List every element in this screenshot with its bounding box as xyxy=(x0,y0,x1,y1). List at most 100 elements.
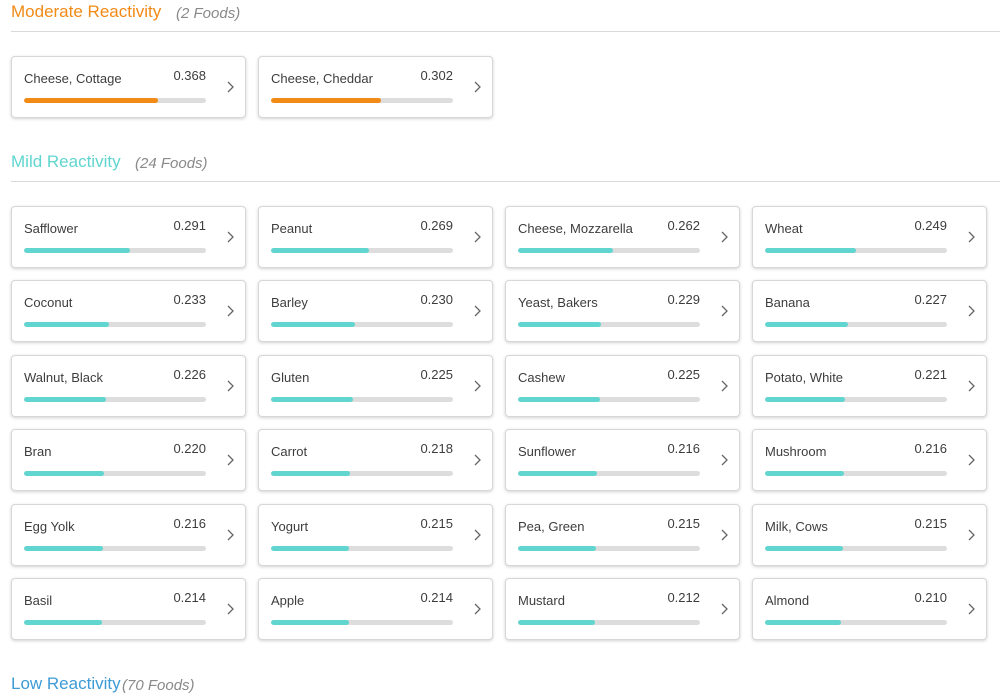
section-header: Mild Reactivity (24 Foods) xyxy=(11,152,1000,182)
food-card[interactable]: Carrot 0.218 xyxy=(258,429,493,491)
chevron-right-icon[interactable] xyxy=(226,230,235,244)
reactivity-bar-fill xyxy=(518,322,602,327)
food-card[interactable]: Safflower 0.291 xyxy=(11,206,246,268)
reactivity-score: 0.214 xyxy=(420,590,453,605)
food-card[interactable]: Bran 0.220 xyxy=(11,429,246,491)
food-name: Cheese, Cheddar xyxy=(271,71,373,86)
reactivity-bar-fill xyxy=(518,546,597,551)
food-name: Egg Yolk xyxy=(24,519,75,534)
food-card[interactable]: Yeast, Bakers 0.229 xyxy=(505,280,740,342)
food-card[interactable]: Potato, White 0.221 xyxy=(752,355,987,417)
reactivity-score: 0.226 xyxy=(173,367,206,382)
reactivity-bar-fill xyxy=(24,248,130,253)
chevron-right-icon[interactable] xyxy=(720,453,729,467)
food-name: Banana xyxy=(765,295,810,310)
reactivity-bar-fill xyxy=(765,248,856,253)
reactivity-bar xyxy=(24,471,206,476)
reactivity-bar xyxy=(518,397,700,402)
food-card[interactable]: Wheat 0.249 xyxy=(752,206,987,268)
chevron-right-icon[interactable] xyxy=(720,528,729,542)
chevron-right-icon[interactable] xyxy=(967,602,976,616)
reactivity-score: 0.221 xyxy=(914,367,947,382)
chevron-right-icon[interactable] xyxy=(967,528,976,542)
food-card[interactable]: Cashew 0.225 xyxy=(505,355,740,417)
chevron-right-icon[interactable] xyxy=(720,304,729,318)
section-moderate-reactivity: Moderate Reactivity (2 Foods) xyxy=(0,2,1000,32)
food-name: Apple xyxy=(271,593,305,608)
reactivity-bar-fill xyxy=(271,471,351,476)
food-name: Milk, Cows xyxy=(765,519,828,534)
reactivity-score: 0.218 xyxy=(420,441,453,456)
chevron-right-icon[interactable] xyxy=(720,602,729,616)
chevron-right-icon[interactable] xyxy=(720,379,729,393)
food-card[interactable]: Egg Yolk 0.216 xyxy=(11,504,246,566)
reactivity-bar-fill xyxy=(765,471,844,476)
reactivity-bar xyxy=(24,397,206,402)
food-name: Bran xyxy=(24,444,52,459)
chevron-right-icon[interactable] xyxy=(226,379,235,393)
chevron-right-icon[interactable] xyxy=(473,230,482,244)
chevron-right-icon[interactable] xyxy=(226,80,235,94)
food-name: Cheese, Cottage xyxy=(24,71,122,86)
chevron-right-icon[interactable] xyxy=(473,80,482,94)
food-card[interactable]: Apple 0.214 xyxy=(258,578,493,640)
food-card[interactable]: Banana 0.227 xyxy=(752,280,987,342)
food-card[interactable]: Basil 0.214 xyxy=(11,578,246,640)
reactivity-bar-fill xyxy=(765,620,842,625)
food-card[interactable]: Yogurt 0.215 xyxy=(258,504,493,566)
reactivity-bar xyxy=(271,471,453,476)
chevron-right-icon[interactable] xyxy=(967,453,976,467)
reactivity-score: 0.215 xyxy=(667,516,700,531)
food-card[interactable]: Mustard 0.212 xyxy=(505,578,740,640)
section-low-reactivity: Low Reactivity (70 Foods) xyxy=(0,674,1000,700)
food-card[interactable]: Gluten 0.225 xyxy=(258,355,493,417)
food-card[interactable]: Pea, Green 0.215 xyxy=(505,504,740,566)
chevron-right-icon[interactable] xyxy=(473,379,482,393)
section-title: Low Reactivity xyxy=(11,674,121,693)
reactivity-bar-fill xyxy=(24,620,102,625)
food-card[interactable]: Walnut, Black 0.226 xyxy=(11,355,246,417)
food-card[interactable]: Cheese, Mozzarella 0.262 xyxy=(505,206,740,268)
reactivity-score: 0.233 xyxy=(173,292,206,307)
reactivity-bar-fill xyxy=(518,248,614,253)
food-card[interactable]: Milk, Cows 0.215 xyxy=(752,504,987,566)
reactivity-bar-fill xyxy=(271,98,381,103)
reactivity-bar xyxy=(765,397,947,402)
reactivity-score: 0.368 xyxy=(173,68,206,83)
reactivity-bar-fill xyxy=(765,397,846,402)
reactivity-bar xyxy=(271,322,453,327)
food-card[interactable]: Sunflower 0.216 xyxy=(505,429,740,491)
food-name: Mushroom xyxy=(765,444,827,459)
reactivity-bar xyxy=(24,546,206,551)
chevron-right-icon[interactable] xyxy=(226,453,235,467)
chevron-right-icon[interactable] xyxy=(967,230,976,244)
food-card[interactable]: Peanut 0.269 xyxy=(258,206,493,268)
reactivity-score: 0.227 xyxy=(914,292,947,307)
chevron-right-icon[interactable] xyxy=(226,304,235,318)
chevron-right-icon[interactable] xyxy=(720,230,729,244)
chevron-right-icon[interactable] xyxy=(226,528,235,542)
food-card[interactable]: Mushroom 0.216 xyxy=(752,429,987,491)
reactivity-bar-fill xyxy=(518,471,597,476)
chevron-right-icon[interactable] xyxy=(473,304,482,318)
chevron-right-icon[interactable] xyxy=(473,602,482,616)
chevron-right-icon[interactable] xyxy=(226,602,235,616)
chevron-right-icon[interactable] xyxy=(473,528,482,542)
section-food-count: (2 Foods) xyxy=(176,5,241,22)
chevron-right-icon[interactable] xyxy=(473,453,482,467)
reactivity-score: 0.215 xyxy=(914,516,947,531)
chevron-right-icon[interactable] xyxy=(967,304,976,318)
food-card[interactable]: Coconut 0.233 xyxy=(11,280,246,342)
food-name: Mustard xyxy=(518,593,565,608)
food-card[interactable]: Cheese, Cottage 0.368 xyxy=(11,56,246,118)
reactivity-bar xyxy=(24,322,206,327)
reactivity-bar xyxy=(765,248,947,253)
chevron-right-icon[interactable] xyxy=(967,379,976,393)
reactivity-score: 0.302 xyxy=(420,68,453,83)
food-card[interactable]: Cheese, Cheddar 0.302 xyxy=(258,56,493,118)
section-header: Low Reactivity (70 Foods) xyxy=(11,674,1000,700)
reactivity-bar-fill xyxy=(271,248,369,253)
food-card[interactable]: Almond 0.210 xyxy=(752,578,987,640)
food-card[interactable]: Barley 0.230 xyxy=(258,280,493,342)
reactivity-bar-fill xyxy=(271,546,350,551)
